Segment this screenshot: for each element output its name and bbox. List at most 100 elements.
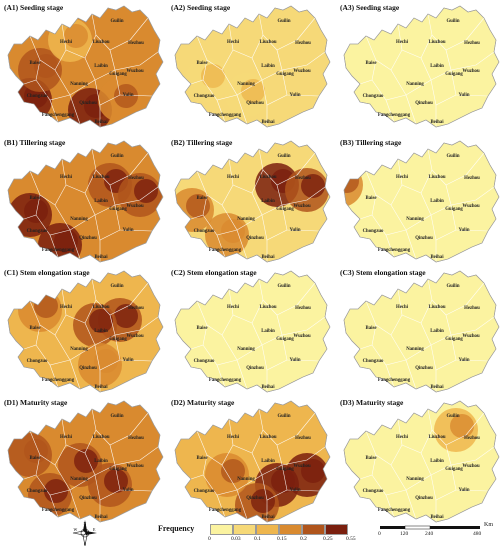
city-label-wuzhou: Wuzhou <box>126 69 144 74</box>
map-panel-b1: Guilin Hechi Liuzhou Hezhou Laibin Baise Wuzho… <box>0 135 167 265</box>
city-label-laibin: Laibin <box>94 64 108 69</box>
city-label-baise: Baise <box>197 456 208 461</box>
province-map: Guilin Hechi Liuzhou Hezhou Laibin Baise Wuzho… <box>343 400 500 523</box>
city-label-guilin: Guilin <box>277 284 290 289</box>
hotspot-core <box>24 439 48 463</box>
province-map: Guilin Hechi Liuzhou Hezhou Laibin Baise Wuzho… <box>343 270 500 393</box>
city-label-yulin: Yulin <box>122 488 133 493</box>
legend-tick: 0.25 <box>323 536 333 542</box>
compass-e: E <box>93 527 96 532</box>
hotspot-core <box>34 294 58 318</box>
legend-title: Frequency <box>158 524 195 533</box>
province-map: Guilin Hechi Liuzhou Hezhou Laibin Baise Wuzho… <box>343 5 500 128</box>
city-label-laibin: Laibin <box>261 64 275 69</box>
legend-swatch <box>210 524 233 535</box>
city-label-liuzhou: Liuzhou <box>92 435 109 440</box>
hotspot-core <box>44 479 68 503</box>
compass-rose: N S E W <box>72 519 98 547</box>
city-label-chongzuo: Chongzuo <box>27 489 48 494</box>
city-label-guigang: Guigang <box>445 467 463 472</box>
map-panel-d2: Guilin Hechi Liuzhou Hezhou Laibin Baise Wuzho… <box>167 395 334 525</box>
city-label-nanning: Nanning <box>406 82 424 87</box>
city-label-laibin: Laibin <box>430 64 444 69</box>
city-label-qinzhou: Qinzhou <box>415 366 433 371</box>
city-label-beihai: Beihai <box>261 385 275 390</box>
city-label-guigang: Guigang <box>445 72 463 77</box>
city-label-laibin: Laibin <box>430 459 444 464</box>
hotspot-core <box>104 469 128 493</box>
map-panel-a2: Guilin Hechi Liuzhou Hezhou Laibin Baise Wuzho… <box>167 0 334 130</box>
city-label-nanning: Nanning <box>70 347 88 352</box>
city-label-liuzhou: Liuzhou <box>259 40 276 45</box>
city-label-yulin: Yulin <box>458 488 469 493</box>
legend-tick: 0.2 <box>300 536 307 542</box>
city-label-qinzhou: Qinzhou <box>246 236 264 241</box>
city-label-beihai: Beihai <box>430 120 444 125</box>
city-label-yulin: Yulin <box>458 358 469 363</box>
panel-title: (B1) Tillering stage <box>4 138 66 147</box>
city-label-beihai: Beihai <box>261 255 275 260</box>
city-label-qinzhou: Qinzhou <box>79 236 97 241</box>
city-label-hezhou: Hezhou <box>295 176 311 181</box>
city-label-beihai: Beihai <box>94 255 108 260</box>
city-label-yulin: Yulin <box>458 93 469 98</box>
compass-w: W <box>74 527 78 532</box>
city-label-hezhou: Hezhou <box>295 41 311 46</box>
province-outline <box>343 140 500 263</box>
hotspot-core <box>34 54 58 78</box>
map-panel-c2: Guilin Hechi Liuzhou Hezhou Laibin Baise Wuzho… <box>167 265 334 395</box>
city-label-nanning: Nanning <box>406 217 424 222</box>
city-label-qinzhou: Qinzhou <box>246 101 264 106</box>
legend-tick: 0.1 <box>254 536 261 542</box>
scale-bar: Km 0 120 240 480 <box>378 522 498 546</box>
city-label-fangchenggang: Fangchenggang <box>42 378 75 383</box>
city-label-liuzhou: Liuzhou <box>428 435 445 440</box>
city-label-yulin: Yulin <box>122 358 133 363</box>
city-label-fangchenggang: Fangchenggang <box>42 113 75 118</box>
panel-title: (D2) Maturity stage <box>171 398 235 407</box>
city-label-nanning: Nanning <box>237 217 255 222</box>
legend-tick: 0 <box>208 536 211 542</box>
city-label-wuzhou: Wuzhou <box>462 334 480 339</box>
city-label-nanning: Nanning <box>70 217 88 222</box>
hotspot-core <box>94 349 118 373</box>
city-label-wuzhou: Wuzhou <box>462 204 480 209</box>
scale-tick: 0 <box>378 531 381 537</box>
city-label-hezhou: Hezhou <box>295 436 311 441</box>
city-label-laibin: Laibin <box>430 329 444 334</box>
panel-title: (B2) Tillering stage <box>171 138 233 147</box>
city-label-yulin: Yulin <box>458 228 469 233</box>
province-outline <box>343 270 500 393</box>
panel-title: (B3) Tillering stage <box>340 138 402 147</box>
city-label-beihai: Beihai <box>430 515 444 520</box>
city-label-baise: Baise <box>197 61 208 66</box>
city-label-fangchenggang: Fangchenggang <box>209 113 242 118</box>
frequency-legend: Frequency 0 0.03 0.1 0.15 0.2 0.25 0.55 <box>148 522 368 550</box>
city-label-yulin: Yulin <box>289 488 300 493</box>
city-label-hezhou: Hezhou <box>128 41 144 46</box>
city-label-hezhou: Hezhou <box>128 436 144 441</box>
panel-title: (A1) Seeding stage <box>4 3 64 12</box>
city-label-baise: Baise <box>30 456 41 461</box>
city-label-hezhou: Hezhou <box>128 176 144 181</box>
city-label-guilin: Guilin <box>110 19 123 24</box>
city-label-wuzhou: Wuzhou <box>126 464 144 469</box>
hotspot-core <box>241 79 265 103</box>
compass-n: N <box>84 521 87 526</box>
city-label-chongzuo: Chongzuo <box>363 229 384 234</box>
province-map: Guilin Hechi Liuzhou Hezhou Laibin Baise Wuzho… <box>174 270 331 393</box>
city-label-guilin: Guilin <box>277 154 290 159</box>
city-label-hechi: Hechi <box>396 305 409 310</box>
city-label-nanning: Nanning <box>237 477 255 482</box>
city-label-laibin: Laibin <box>261 459 275 464</box>
city-label-beihai: Beihai <box>261 515 275 520</box>
city-label-wuzhou: Wuzhou <box>293 69 311 74</box>
city-label-guilin: Guilin <box>446 284 459 289</box>
city-label-beihai: Beihai <box>94 120 108 125</box>
city-label-hezhou: Hezhou <box>128 306 144 311</box>
panel-title: (A2) Seeding stage <box>171 3 231 12</box>
hotspot-core <box>114 84 138 108</box>
city-label-baise: Baise <box>30 61 41 66</box>
city-label-laibin: Laibin <box>94 329 108 334</box>
city-label-wuzhou: Wuzhou <box>126 204 144 209</box>
